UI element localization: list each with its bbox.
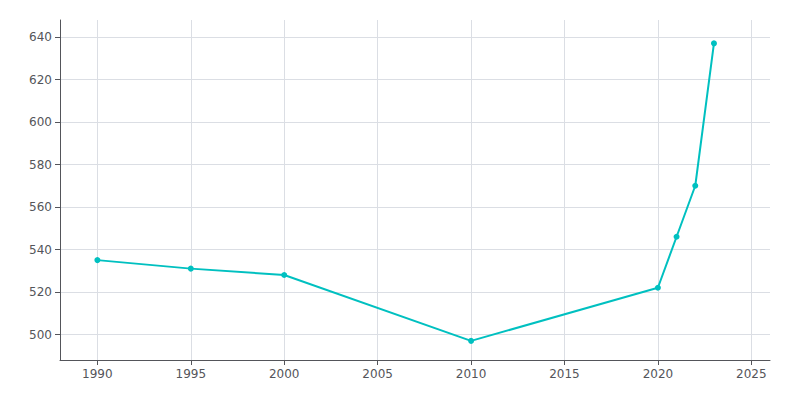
svg-text:2020: 2020	[643, 367, 674, 381]
svg-text:620: 620	[29, 73, 52, 87]
svg-text:540: 540	[29, 243, 52, 257]
svg-text:2005: 2005	[362, 367, 393, 381]
svg-text:2010: 2010	[456, 367, 487, 381]
svg-text:520: 520	[29, 285, 52, 299]
svg-text:600: 600	[29, 115, 52, 129]
svg-text:500: 500	[29, 328, 52, 342]
svg-text:560: 560	[29, 200, 52, 214]
svg-text:640: 640	[29, 30, 52, 44]
svg-text:1990: 1990	[82, 367, 113, 381]
svg-text:2015: 2015	[549, 367, 580, 381]
svg-text:580: 580	[29, 158, 52, 172]
svg-text:2000: 2000	[269, 367, 300, 381]
svg-text:1995: 1995	[176, 367, 207, 381]
svg-text:2025: 2025	[736, 367, 767, 381]
